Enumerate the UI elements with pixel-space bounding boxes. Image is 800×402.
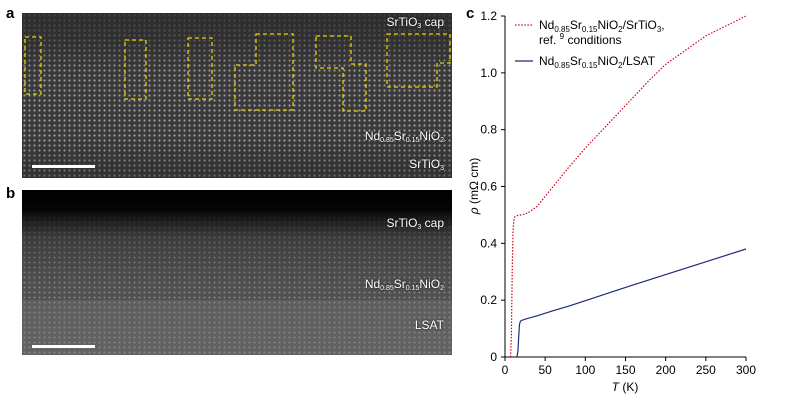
y-tick-label-0: 0 bbox=[490, 350, 497, 364]
series-line-lsat-substrate bbox=[516, 248, 747, 358]
y-axis-label: ρ (mΩ cm) bbox=[467, 158, 481, 216]
defect-box-2 bbox=[124, 39, 147, 100]
x-tick-label-2: 100 bbox=[575, 363, 595, 377]
panel-a-letter: a bbox=[6, 5, 15, 22]
panel-a-film-label: Nd0.85Sr0.15NiO2 bbox=[364, 129, 444, 144]
defect-box-1 bbox=[24, 36, 42, 95]
panel-b-image bbox=[22, 190, 452, 355]
panel-b-cap-label: SrTiO3 cap bbox=[386, 216, 444, 231]
panel-a-scale-bar bbox=[32, 165, 95, 168]
legend-label-red-line1: Nd0.85Sr0.15NiO2/SrTiO3, bbox=[539, 18, 665, 34]
x-tick-label-6: 300 bbox=[736, 363, 756, 377]
defect-box-5 bbox=[315, 35, 367, 112]
defect-box-6 bbox=[386, 33, 451, 88]
panel-b-scale-bar bbox=[32, 345, 95, 348]
y-tick-label-3: 0.6 bbox=[480, 180, 497, 194]
series-line-srtio3-substrate bbox=[510, 15, 747, 358]
legend-label-blue: Nd0.85Sr0.15NiO2/LSAT bbox=[539, 54, 656, 70]
defect-box-3 bbox=[187, 37, 213, 100]
panel-b-micrograph: SrTiO3 cap Nd0.85Sr0.15NiO2 LSAT bbox=[22, 190, 452, 355]
panel-b-letter: b bbox=[6, 185, 16, 202]
panel-b-film-label: Nd0.85Sr0.15NiO2 bbox=[364, 277, 444, 292]
x-tick-label-0: 0 bbox=[502, 363, 509, 377]
panel-a-cap-label: SrTiO3 cap bbox=[386, 15, 444, 30]
chart-series bbox=[510, 15, 747, 358]
y-tick-label-6: 1.2 bbox=[480, 9, 497, 23]
x-tick-label-3: 150 bbox=[615, 363, 635, 377]
legend-label-red-line2: ref. 9 conditions bbox=[539, 32, 622, 47]
x-ticks: 0 50 100 150 200 250 300 bbox=[502, 357, 756, 377]
panel-b-substrate-label: LSAT bbox=[414, 318, 444, 332]
x-axis-label: T (K) bbox=[612, 380, 639, 394]
panel-a-substrate-label: SrTiO3 bbox=[409, 157, 444, 172]
defect-box-4 bbox=[234, 33, 294, 111]
x-tick-label-5: 250 bbox=[696, 363, 716, 377]
panel-a-image bbox=[22, 13, 452, 178]
y-tick-label-2: 0.4 bbox=[480, 236, 497, 250]
panel-a-micrograph: SrTiO3 cap Nd0.85Sr0.15NiO2 SrTiO3 bbox=[22, 13, 452, 178]
x-tick-label-4: 200 bbox=[656, 363, 676, 377]
y-tick-label-4: 0.8 bbox=[480, 123, 497, 137]
y-tick-label-1: 0.2 bbox=[480, 293, 497, 307]
y-ticks: 0 0.2 0.4 0.6 0.8 1.0 1.2 bbox=[480, 9, 505, 364]
chart-legend: Nd0.85Sr0.15NiO2/SrTiO3, ref. 9 conditio… bbox=[515, 18, 665, 70]
panel-c-letter: c bbox=[466, 5, 475, 22]
y-tick-label-5: 1.0 bbox=[480, 66, 497, 80]
x-tick-label-1: 50 bbox=[538, 363, 552, 377]
